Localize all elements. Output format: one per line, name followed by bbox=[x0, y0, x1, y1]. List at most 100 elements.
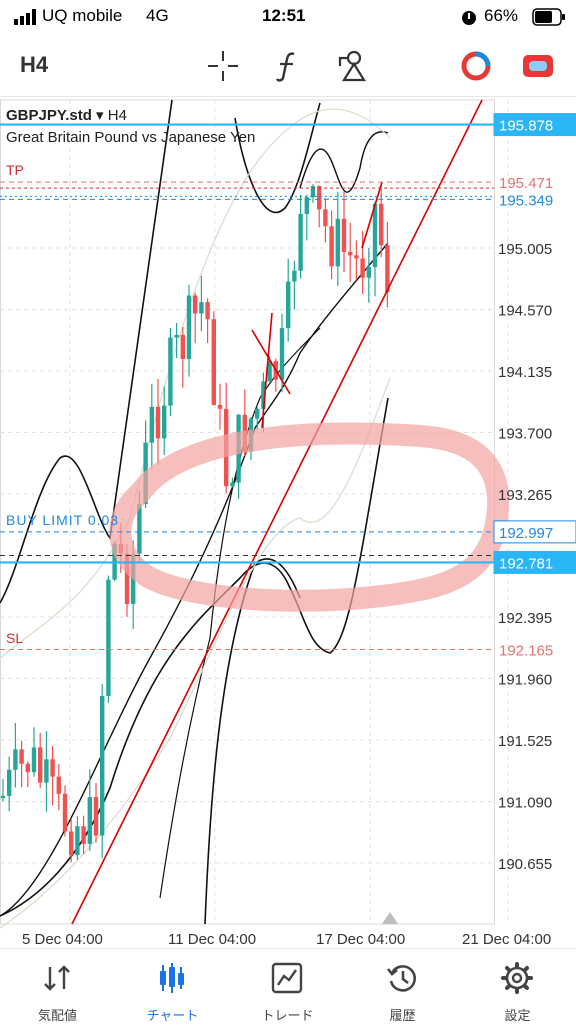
candle-body bbox=[56, 776, 61, 794]
nav-history[interactable]: 履歴 bbox=[345, 949, 460, 1025]
nav-chart[interactable]: チャート bbox=[115, 949, 230, 1025]
nav-history-label: 履歴 bbox=[389, 1008, 416, 1023]
current-price-label: 192.781 bbox=[499, 555, 553, 572]
history-icon bbox=[386, 965, 416, 992]
high-price-label: 195.878 bbox=[499, 118, 553, 135]
chart-shift-marker bbox=[382, 912, 398, 924]
band-outer-lower bbox=[0, 397, 389, 917]
candle-body bbox=[279, 328, 285, 380]
band-outer-upper bbox=[0, 99, 173, 604]
candle-body bbox=[7, 769, 12, 796]
candle-body bbox=[261, 381, 266, 409]
candle-body bbox=[304, 197, 309, 214]
symbol-name[interactable]: GBPJPY.std bbox=[6, 107, 92, 124]
price-chart[interactable]: 192.830195.878195.471195.349192.997192.7… bbox=[0, 98, 576, 948]
candle-body bbox=[69, 831, 74, 856]
candle-body bbox=[106, 579, 111, 697]
price-tick-label: 191.525 bbox=[498, 733, 552, 750]
candle-body bbox=[211, 319, 216, 405]
trade-circle-icon[interactable] bbox=[458, 48, 494, 84]
candle-body bbox=[87, 797, 92, 844]
band-middle bbox=[0, 242, 389, 917]
price-tick-label: 191.960 bbox=[498, 672, 552, 689]
current-price-box bbox=[493, 550, 576, 574]
time-axis: 5 Dec 04:00 11 Dec 04:00 17 Dec 04:00 21 De… bbox=[22, 912, 551, 948]
nav-settings-label: 設定 bbox=[504, 1008, 531, 1023]
nav-quotes[interactable]: 気配値 bbox=[0, 949, 115, 1025]
candle-body bbox=[25, 763, 30, 773]
candle-body bbox=[124, 553, 130, 604]
trendline-main bbox=[71, 99, 483, 925]
candle-body bbox=[310, 186, 316, 198]
candle-body bbox=[81, 826, 86, 844]
candle-body bbox=[217, 404, 223, 409]
alarm-icon bbox=[462, 11, 476, 25]
price-tick-label: 194.570 bbox=[498, 303, 552, 320]
envelope-upper bbox=[0, 108, 391, 659]
highlight-ellipse bbox=[109, 422, 510, 612]
tp-label[interactable]: TP bbox=[6, 162, 24, 178]
bottom-navigation: 気配値 チャート トレード 履歴 設定 bbox=[0, 948, 576, 1025]
nav-settings[interactable]: 設定 bbox=[460, 949, 575, 1025]
trendline-short-b bbox=[261, 312, 273, 429]
symbol-timeframe: H4 bbox=[107, 107, 127, 124]
time-tick-label: 11 Dec 04:00 bbox=[168, 931, 256, 948]
high-price-box bbox=[493, 113, 576, 137]
candle-body bbox=[186, 295, 192, 360]
network-type: 4G bbox=[146, 6, 169, 25]
timeframe-button[interactable]: H4 bbox=[20, 52, 49, 77]
candle-body bbox=[137, 504, 142, 554]
band-upper-mid bbox=[234, 102, 321, 214]
candle-body bbox=[100, 696, 105, 836]
candle-body bbox=[372, 203, 378, 268]
buy-limit-label[interactable]: BUY LIMIT 0.03 bbox=[6, 512, 120, 528]
symbol-dropdown-icon[interactable]: ▾ bbox=[96, 107, 104, 124]
nav-trade[interactable]: トレード bbox=[230, 949, 345, 1025]
clock-time: 12:51 bbox=[262, 6, 306, 25]
sl-label[interactable]: SL bbox=[6, 630, 24, 646]
tp-price-label: 195.471 bbox=[499, 175, 553, 192]
candle-body bbox=[19, 749, 24, 764]
candle-body bbox=[168, 337, 173, 406]
settings-icon bbox=[501, 962, 533, 994]
candle-body bbox=[193, 295, 198, 314]
candle-body bbox=[267, 361, 272, 382]
chart-toolbar: H4 bbox=[0, 34, 576, 97]
candle-body bbox=[230, 482, 235, 487]
candle-body bbox=[174, 334, 179, 338]
objects-icon[interactable] bbox=[334, 48, 370, 84]
price-levels: 192.830195.878195.471195.349192.997192.7… bbox=[0, 113, 576, 660]
price-tick-label: 192.395 bbox=[498, 610, 552, 627]
candle-body bbox=[323, 209, 328, 227]
candle-body bbox=[155, 406, 161, 439]
band-upper-right bbox=[299, 131, 389, 193]
candle-body bbox=[329, 226, 334, 267]
price-tick-label: 191.090 bbox=[498, 795, 552, 812]
time-tick-label: 21 Dec 04:00 bbox=[462, 931, 551, 948]
candle-body bbox=[0, 795, 6, 798]
symbol-description: Great Britain Pound vs Japanese Yen bbox=[6, 129, 256, 146]
account-icon[interactable] bbox=[520, 48, 556, 84]
status-bar: UQ mobile 4G 12:51 66% bbox=[0, 0, 576, 34]
crosshair-icon[interactable] bbox=[205, 48, 241, 84]
candle-body bbox=[149, 406, 154, 443]
candle-body bbox=[360, 258, 365, 278]
envelope-lower bbox=[0, 377, 391, 929]
trendline-short-c bbox=[361, 181, 383, 249]
trendline-short-a bbox=[251, 329, 291, 395]
function-icon[interactable] bbox=[270, 48, 306, 84]
price-tick-label: 194.135 bbox=[498, 364, 552, 381]
candle-body bbox=[335, 218, 340, 267]
candle-body bbox=[62, 793, 68, 832]
symbol-header[interactable]: GBPJPY.std ▾ H4 bbox=[6, 106, 127, 124]
chart-canvas[interactable]: 192.830195.878195.471195.349192.997192.7… bbox=[0, 98, 576, 948]
band-lower-inner bbox=[204, 558, 301, 925]
sl-price-label: 192.165 bbox=[499, 643, 553, 660]
candle-body bbox=[75, 826, 80, 856]
price-tick-label: 193.700 bbox=[498, 426, 552, 443]
candle-body bbox=[255, 408, 260, 419]
ask-price-label: 195.349 bbox=[499, 192, 553, 209]
price-axis: 195.005 194.570 194.135 193.700 193.265 192.3… bbox=[498, 241, 552, 873]
candle-body bbox=[205, 302, 210, 320]
nav-trade-label: トレード bbox=[261, 1008, 314, 1023]
